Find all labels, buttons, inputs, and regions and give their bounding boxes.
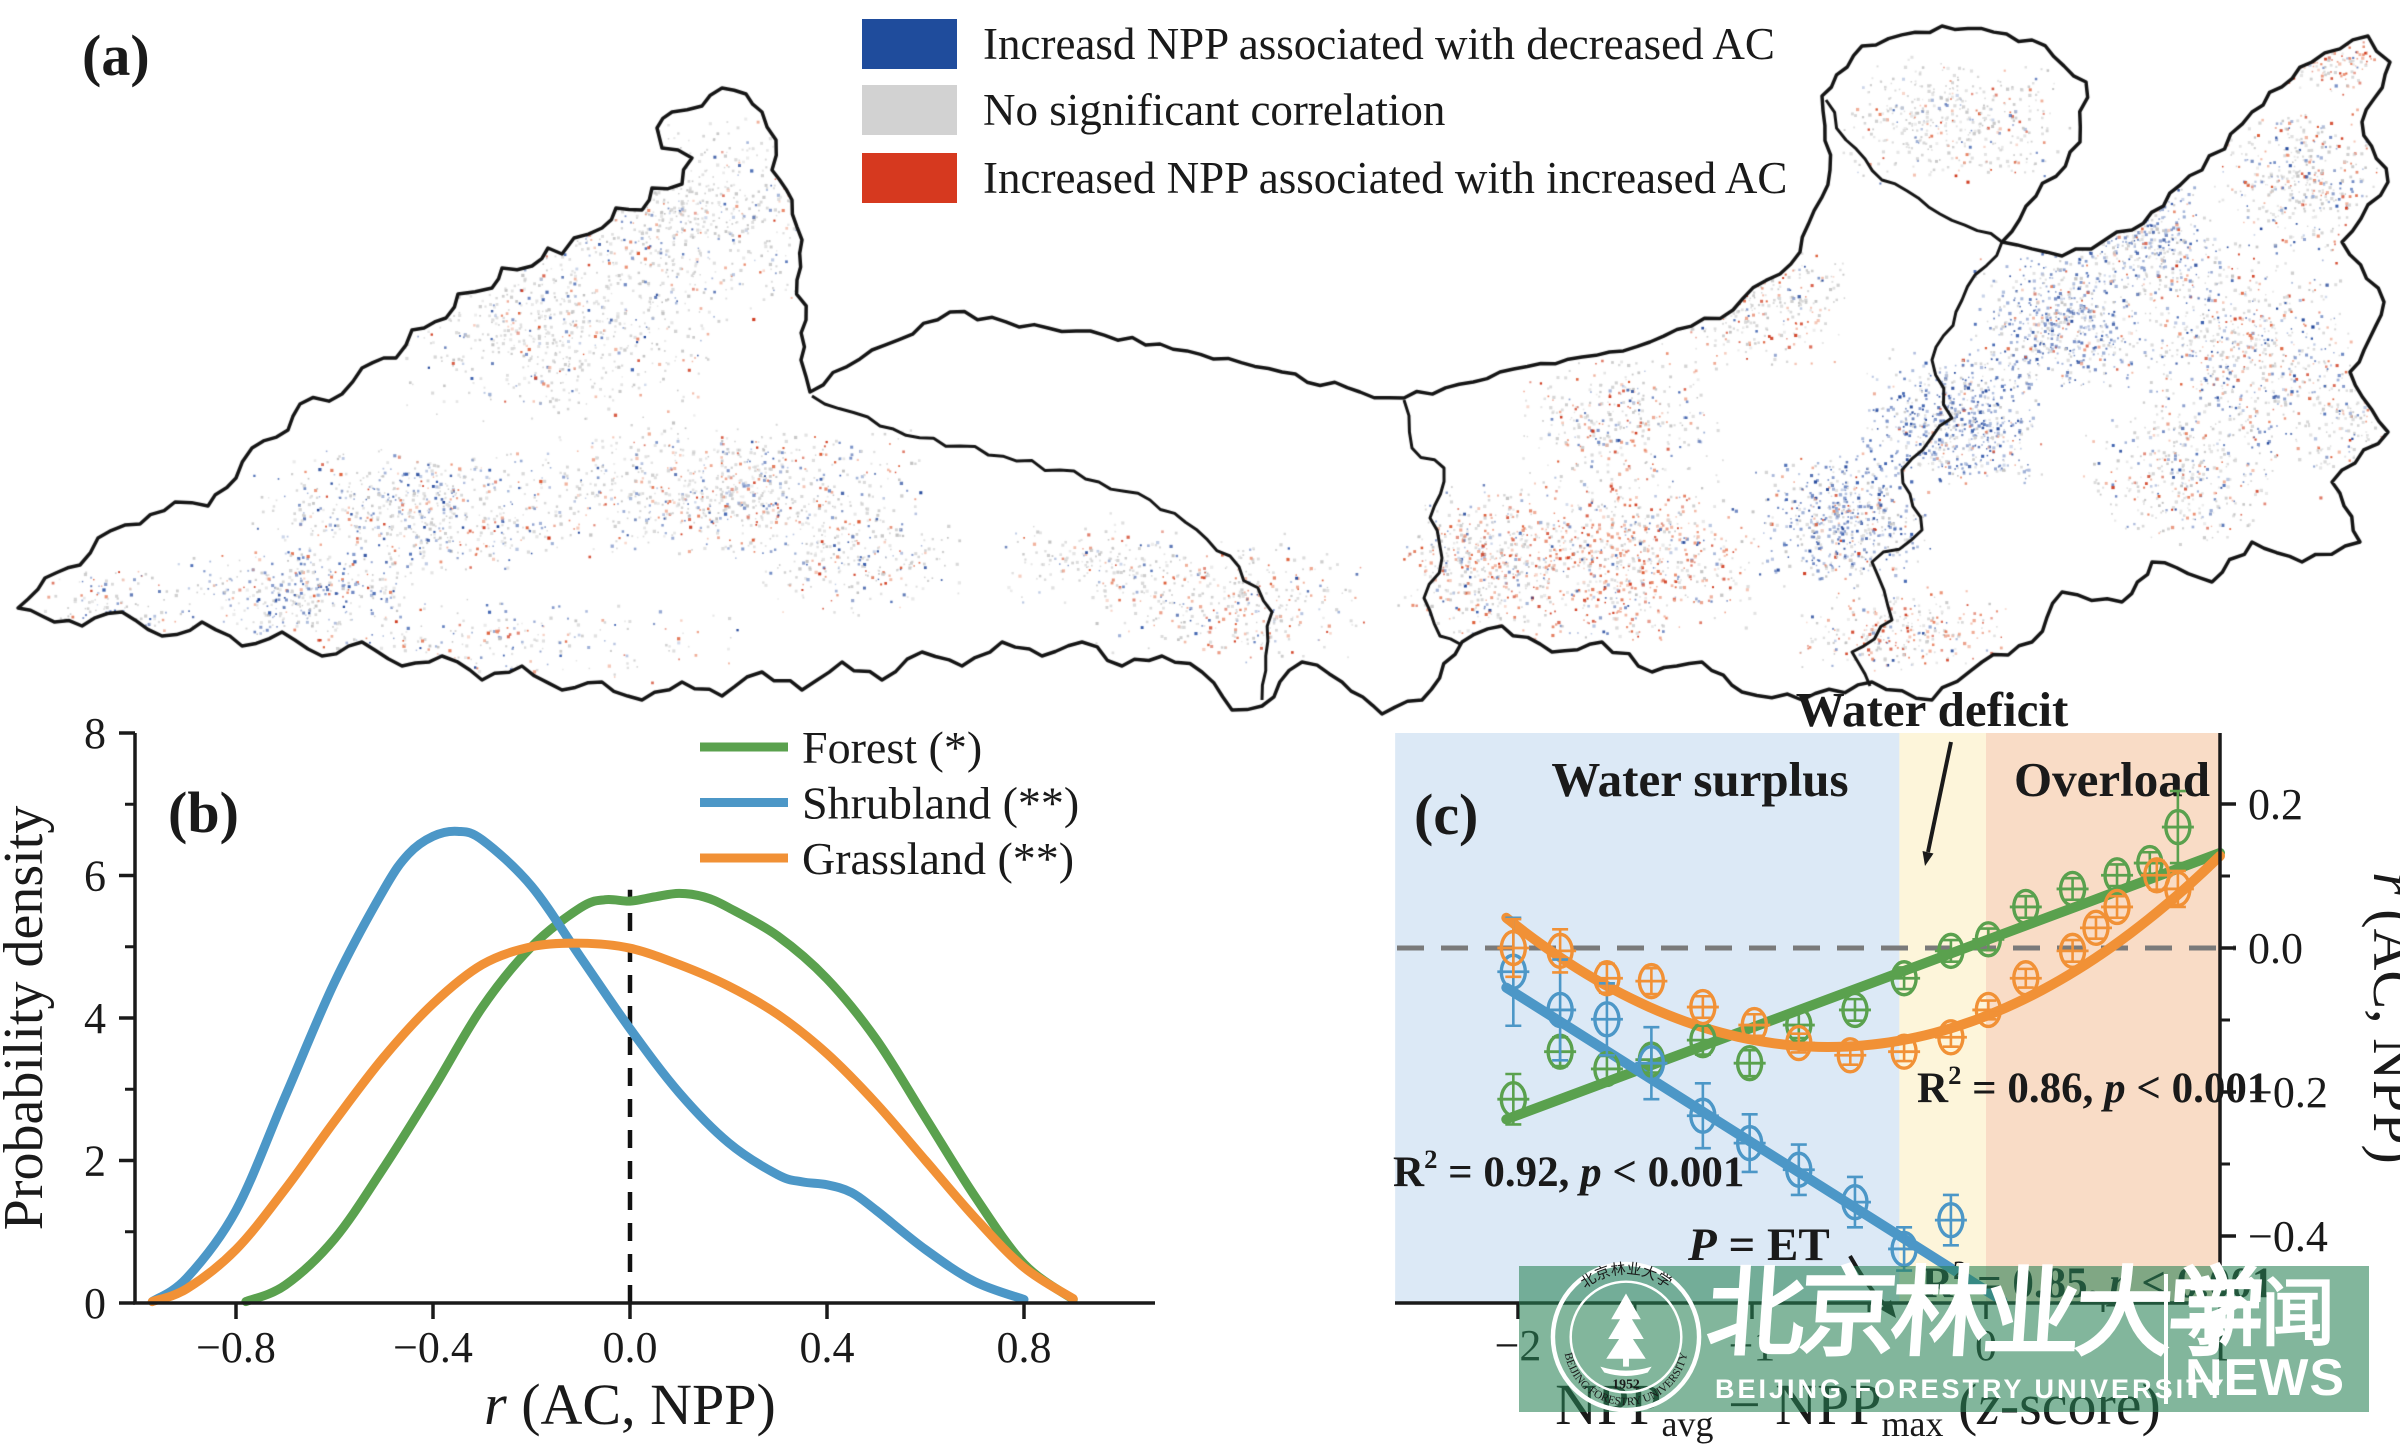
legend-label: Forest (*) [802, 722, 982, 773]
forest-r2-annotation: R2​ = 0.92, p < 0.001 [1393, 1144, 1744, 1196]
university-name-latin: BEIJING FORESTRY UNIVERSITY [1715, 1374, 2227, 1404]
panel-c-scatter-plot: (c) Water surplus Overload Water deficit… [1393, 682, 2400, 1444]
region-label-water-surplus: Water surplus [1551, 752, 1848, 807]
panel-c-label: (c) [1414, 782, 1478, 847]
watermark-banner: 北京林业大学 BEIJING FORESTRY UNIVERSITY 1952 … [1519, 1260, 2369, 1413]
seal-year: 1952 [1612, 1376, 1640, 1391]
forest-density-curve [241, 888, 1078, 1307]
forest-trend-line [1501, 847, 2225, 1125]
x-tick-label: −0.4 [393, 1323, 473, 1372]
legend-label: No significant correlation [983, 85, 1446, 135]
panel-c-right-axis-title: r (AC, NPP) [2361, 872, 2400, 1164]
y-tick-label: 8 [84, 709, 106, 758]
p-et-annotation: P = ET [1687, 1219, 1830, 1271]
shrubland-points [1497, 916, 1967, 1272]
legend-label: Increasd NPP associated with decreased A… [983, 19, 1775, 69]
legend-swatch-gray [862, 85, 957, 135]
x-tick-label: 0.0 [603, 1323, 658, 1372]
university-seal-icon: 北京林业大学 BEIJING FORESTRY UNIVERSITY 1952 [1550, 1260, 1702, 1413]
y-tick-label: 6 [84, 852, 106, 901]
map-panel-a [0, 0, 2400, 730]
panel-a-label: (a) [82, 23, 150, 88]
watermark-background [1519, 1266, 2369, 1412]
news-label-chinese: 新闻 [2187, 1274, 2335, 1356]
news-label-english: NEWS [2185, 1349, 2345, 1407]
legend-row-increase-decrease: Increasd NPP associated with decreased A… [862, 18, 1775, 70]
university-name-calligraphy: 北京林业大学 [1703, 1261, 2263, 1369]
grassland-points [1497, 857, 2194, 1074]
legend-row-increase-increase: Increased NPP associated with increased … [862, 152, 1787, 204]
panel-b-density-plot: 0 2 4 6 8 −0.8 −0.4 0.0 0.4 0.8 Forest (*)Shrublan… [0, 709, 1155, 1437]
x-tick-label: 0.4 [800, 1323, 855, 1372]
y-tick-label: −0.4 [2248, 1212, 2328, 1261]
region-water-surplus [1395, 733, 1900, 1303]
grassland-trend-curve [1501, 850, 2225, 1052]
region-label-overload: Overload [2014, 752, 2210, 807]
y-tick-label: 0.0 [2248, 924, 2303, 973]
legend-swatch-blue [862, 19, 957, 69]
panel-b-label: (b) [168, 780, 239, 845]
water-deficit-arrow-head [1922, 851, 1934, 866]
banner-divider [2164, 1274, 2168, 1404]
y-tick-label: 4 [84, 994, 106, 1043]
y-tick-label: 0.2 [2248, 780, 2303, 829]
legend-label: Shrubland (**) [802, 778, 1079, 829]
grassland-r2-annotation: R2​ = 0.86, p < 0.001 [1917, 1060, 2268, 1112]
legend-row-no-significant: No significant correlation [862, 84, 1445, 136]
grassland-density-curve [147, 938, 1078, 1307]
legend-label: Grassland (**) [802, 833, 1074, 884]
y-tick-label: −0.2 [2248, 1068, 2328, 1117]
x-tick-label: 0.8 [997, 1323, 1052, 1372]
pine-tree-icon [1600, 1293, 1652, 1377]
shrubland-density-curve [147, 826, 1029, 1307]
legend-swatch-red [862, 153, 957, 203]
water-deficit-arrow-line [1926, 741, 1953, 853]
legend-label: Increased NPP associated with increased … [983, 153, 1788, 203]
panel-b-y-axis-title: Probability density [0, 806, 55, 1231]
region-label-water-deficit: Water deficit [1796, 682, 2069, 737]
y-tick-label: 0 [84, 1279, 106, 1328]
panel-b-x-axis-title: r (AC, NPP) [484, 1372, 776, 1437]
y-tick-label: 2 [84, 1137, 106, 1186]
x-tick-label: −0.8 [196, 1323, 276, 1372]
